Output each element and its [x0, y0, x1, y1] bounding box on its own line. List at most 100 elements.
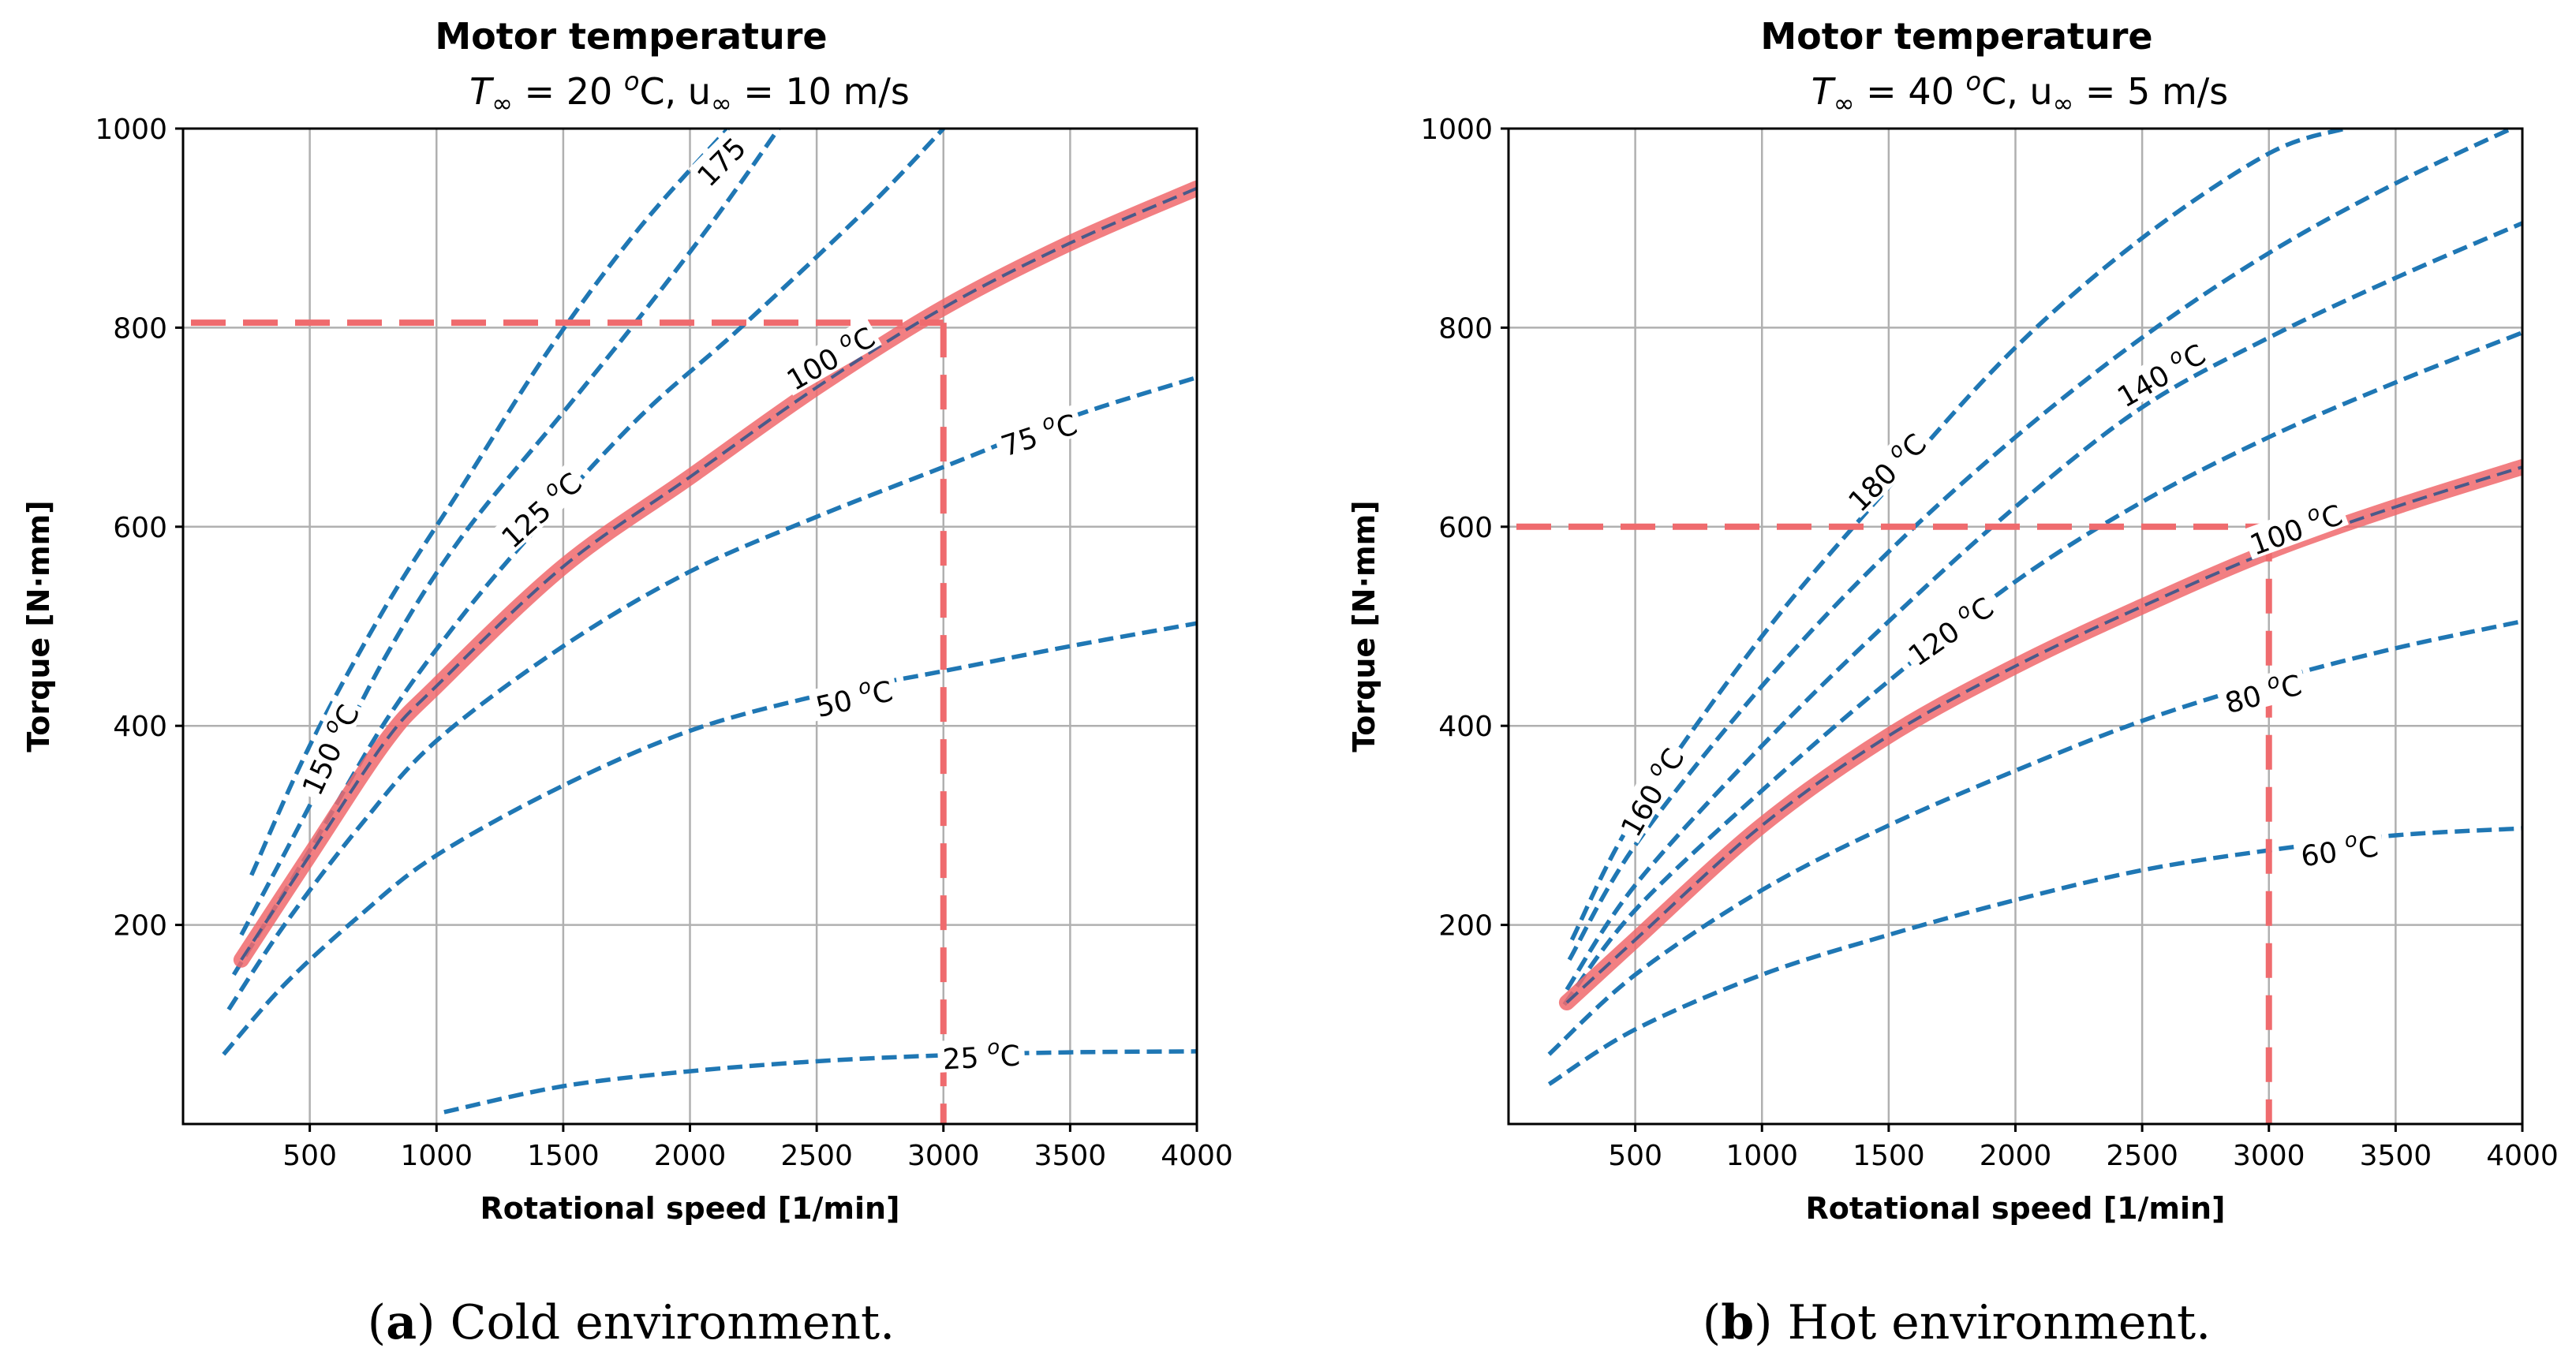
contour-label-bg: [2241, 495, 2349, 560]
contour-label: 160 oC: [1610, 738, 1691, 844]
operating-point-lines: [1516, 523, 2272, 1124]
x-tick-label: 2500: [2106, 1140, 2178, 1172]
contour-label-text: 175: [691, 132, 753, 193]
operating-curve-contour: [1565, 465, 2522, 1004]
contour-line: [1569, 129, 2346, 941]
contour-lines: [1547, 129, 2522, 1086]
chart-subtitle: T∞ = 20 oC, u∞ = 10 m/s: [469, 66, 910, 118]
chart-title: Motor temperature: [1760, 15, 2152, 58]
contour-label: 125 oC: [491, 462, 589, 555]
contour-label: 60 oC: [2294, 825, 2385, 873]
x-tick-label: 4000: [1161, 1140, 1233, 1172]
x-tick-label: 3500: [2360, 1140, 2432, 1172]
contour-label: 180 oC: [1838, 423, 1934, 519]
chart-title: Motor temperature: [435, 15, 827, 58]
x-tick-label: 2000: [1980, 1140, 2052, 1172]
contour-label-bg: [1898, 587, 2001, 672]
contour-label-bg: [2107, 334, 2213, 413]
x-tick-label: 1500: [527, 1140, 600, 1172]
x-tick-label: 1000: [1725, 1140, 1798, 1172]
y-axis-label: Torque [N·mm]: [21, 500, 56, 752]
y-tick-label: 800: [1438, 312, 1493, 345]
contour-label: 120 oC: [1898, 587, 2001, 673]
operating-point-lines: [191, 319, 947, 1124]
contour-label: 150 oC: [292, 695, 366, 802]
contour-label: 50 oC: [807, 670, 900, 724]
contour-label-bg: [2294, 827, 2385, 871]
y-tick-label: 400: [113, 711, 167, 743]
y-tick-label: 1000: [1420, 114, 1493, 146]
contour-label-text: 80 oC: [2220, 664, 2305, 721]
contour-label-text: 25 oC: [941, 1034, 1021, 1076]
contour-label: 175: [689, 129, 753, 193]
operating-curve-contour: [240, 186, 1197, 961]
contour-label-bg: [1838, 423, 1933, 518]
contour-label-bg: [292, 695, 365, 802]
contour-label-bg: [777, 316, 882, 396]
y-tick-label: 800: [113, 312, 167, 345]
x-tick-label: 1000: [400, 1140, 473, 1172]
contour-label: 75 oC: [992, 403, 1085, 463]
contour-line: [222, 621, 1197, 1056]
contour-label-bg: [992, 404, 1085, 461]
chart-panel-b: Motor temperature T∞ = 40 oC, u∞ = 5 m/s…: [1347, 15, 2559, 1350]
contour-line: [1547, 826, 2522, 1086]
contour-label-text: 100 oC: [2244, 494, 2346, 562]
y-tick-labels: 200 400 600 800 1000: [1420, 114, 1509, 943]
contour-label-text: 160 oC: [1610, 741, 1691, 842]
y-tick-label: 400: [1438, 711, 1493, 743]
x-tick-label: 3500: [1034, 1140, 1107, 1172]
contour-label: 140 oC: [2107, 334, 2213, 414]
contour-line: [249, 129, 730, 876]
contour-label-text: 140 oC: [2110, 334, 2211, 414]
contour-label-text: 125 oC: [492, 463, 589, 555]
contour-label: 80 oC: [2216, 664, 2309, 721]
contour-label-text: 75 oC: [996, 403, 1081, 463]
operating-curve-layer: [1558, 459, 2522, 1010]
y-axis-label: Torque [N·mm]: [1347, 500, 1381, 752]
x-tick-label: 3000: [907, 1140, 980, 1172]
contour-line: [1567, 129, 2517, 962]
contour-label-text: 120 oC: [1900, 587, 2000, 673]
contour-label-bg: [1610, 738, 1690, 844]
y-tick-labels: 200 400 600 800 1000: [95, 114, 183, 943]
x-tick-labels: 500 1000 1500 2000 2500 3000 3500 4000: [1608, 1124, 2559, 1172]
grid: [1509, 127, 2524, 1124]
contour-label: 25 oC: [937, 1034, 1026, 1077]
contour-label-bg: [2216, 664, 2309, 719]
caption: (a) Cold environment.: [368, 1295, 895, 1350]
contour-label-text: 50 oC: [812, 670, 896, 724]
caption: (b) Hot environment.: [1703, 1295, 2211, 1350]
contour-line: [1547, 619, 2522, 1056]
contour-label-bg: [937, 1036, 1026, 1073]
x-tick-label: 500: [1608, 1140, 1662, 1172]
contour-label: 100 oC: [2241, 494, 2349, 562]
y-tick-label: 600: [1438, 512, 1493, 544]
contour-lines: [222, 129, 1197, 1115]
x-tick-label: 1500: [1853, 1140, 1925, 1172]
y-tick-label: 200: [113, 910, 167, 943]
x-axis-label: Rotational speed [1/min]: [480, 1191, 900, 1226]
contour-line: [443, 1049, 1197, 1115]
contour-label-text: 180 oC: [1839, 424, 1934, 519]
contour-label-bg: [491, 462, 589, 555]
contour-label-bg: [689, 129, 750, 191]
y-tick-label: 1000: [95, 114, 167, 146]
x-tick-label: 3000: [2233, 1140, 2305, 1172]
y-tick-label: 600: [113, 512, 167, 544]
x-tick-label: 4000: [2486, 1140, 2559, 1172]
y-tick-label: 200: [1438, 910, 1493, 943]
x-tick-label: 500: [282, 1140, 337, 1172]
x-tick-label: 2000: [654, 1140, 727, 1172]
chart-subtitle: T∞ = 40 oC, u∞ = 5 m/s: [1811, 66, 2228, 118]
chart-panel-a: Motor temperature T∞ = 20 oC, u∞ = 10 m/…: [21, 15, 1233, 1350]
contour-line: [1562, 330, 2522, 1006]
x-axis-label: Rotational speed [1/min]: [1806, 1191, 2226, 1226]
x-tick-labels: 500 1000 1500 2000 2500 3000 3500 4000: [282, 1124, 1233, 1172]
contour-label-text: 60 oC: [2298, 825, 2380, 873]
operating-curve: [233, 180, 1197, 968]
operating-curve-layer: [233, 180, 1197, 968]
contour-label-bg: [807, 670, 900, 722]
